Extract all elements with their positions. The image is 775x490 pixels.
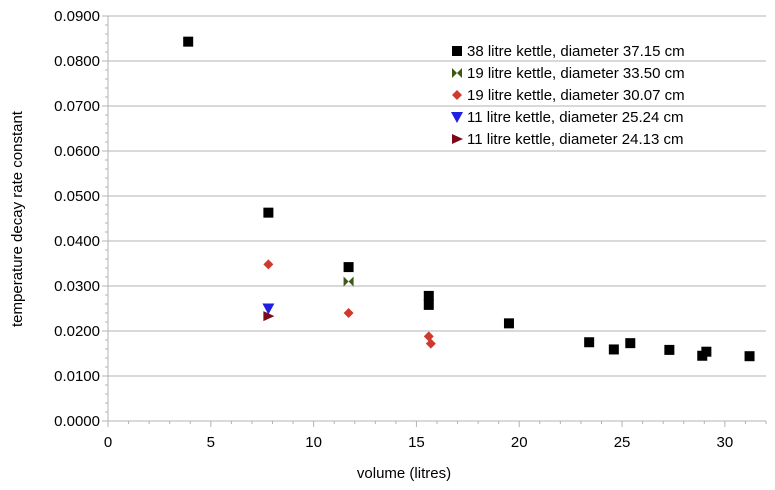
data-point-square: [744, 351, 755, 362]
y-tick-label: 0.0100: [54, 368, 100, 385]
data-point-diamond: [425, 338, 436, 349]
legend-marker-triangle-down: [451, 112, 463, 123]
legend-label: 38 litre kettle, diameter 37.15 cm: [467, 43, 685, 60]
legend-marker-triangle-right: [452, 134, 463, 144]
data-point-square: [664, 344, 675, 355]
legend: 38 litre kettle, diameter 37.15 cm 19 lit…: [451, 43, 685, 148]
y-tick-label: 0.0900: [54, 8, 100, 25]
x-tick-label: 30: [717, 434, 734, 451]
data-points: [183, 36, 755, 362]
legend-label: 19 litre kettle, diameter 33.50 cm: [467, 65, 685, 82]
data-point-diamond: [343, 308, 354, 318]
legend-marker-bowtie: [452, 68, 462, 78]
data-point-square: [423, 290, 434, 301]
y-tick-label: 0.0800: [54, 53, 100, 70]
data-point-square: [625, 338, 636, 349]
data-point-square: [183, 36, 194, 47]
data-point-square: [584, 337, 595, 348]
data-point-square: [423, 299, 434, 310]
axes: [102, 15, 767, 427]
x-tick-label: 0: [104, 434, 112, 451]
legend-label: 19 litre kettle, diameter 30.07 cm: [467, 87, 685, 104]
x-tick-label: 20: [511, 434, 528, 451]
y-tick-label: 0.0500: [54, 188, 100, 205]
tick-labels: 0.0000 0.0100 0.0200 0.0300 0.0400 0.0500 0.06…: [54, 8, 733, 451]
x-tick-label: 5: [207, 434, 215, 451]
y-tick-label: 0.0600: [54, 143, 100, 160]
y-axis-title: temperature decay rate constant: [9, 110, 26, 327]
x-tick-label: 25: [614, 434, 631, 451]
data-point-diamond: [423, 331, 434, 342]
y-tick-label: 0.0000: [54, 413, 100, 430]
data-point-square: [263, 207, 274, 218]
y-tick-label: 0.0700: [54, 98, 100, 115]
data-point-square: [701, 346, 712, 357]
legend-marker-square: [452, 46, 462, 56]
data-point-diamond: [263, 259, 274, 270]
data-point-square: [503, 318, 514, 329]
y-tick-label: 0.0400: [54, 233, 100, 250]
data-point-square: [608, 344, 619, 355]
x-tick-label: 15: [408, 434, 425, 451]
data-point-triangle-right: [263, 311, 275, 322]
x-axis-title: volume (litres): [357, 465, 451, 482]
legend-label: 11 litre kettle, diameter 24.13 cm: [467, 131, 684, 148]
y-tick-label: 0.0300: [54, 278, 100, 295]
legend-marker-diamond: [452, 90, 462, 100]
gridlines: [108, 15, 766, 377]
data-point-triangle-down: [262, 303, 275, 315]
y-tick-label: 0.0200: [54, 323, 100, 340]
x-tick-label: 10: [305, 434, 322, 451]
data-point-square: [343, 262, 354, 273]
legend-label: 11 litre kettle, diameter 25.24 cm: [467, 109, 684, 126]
data-point-bowtie: [343, 276, 354, 287]
